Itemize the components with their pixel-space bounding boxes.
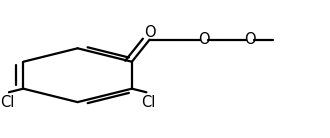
Text: O: O [245, 32, 256, 47]
Text: O: O [145, 25, 156, 40]
Text: Cl: Cl [141, 95, 155, 110]
Text: Cl: Cl [0, 95, 14, 110]
Text: O: O [198, 32, 210, 47]
